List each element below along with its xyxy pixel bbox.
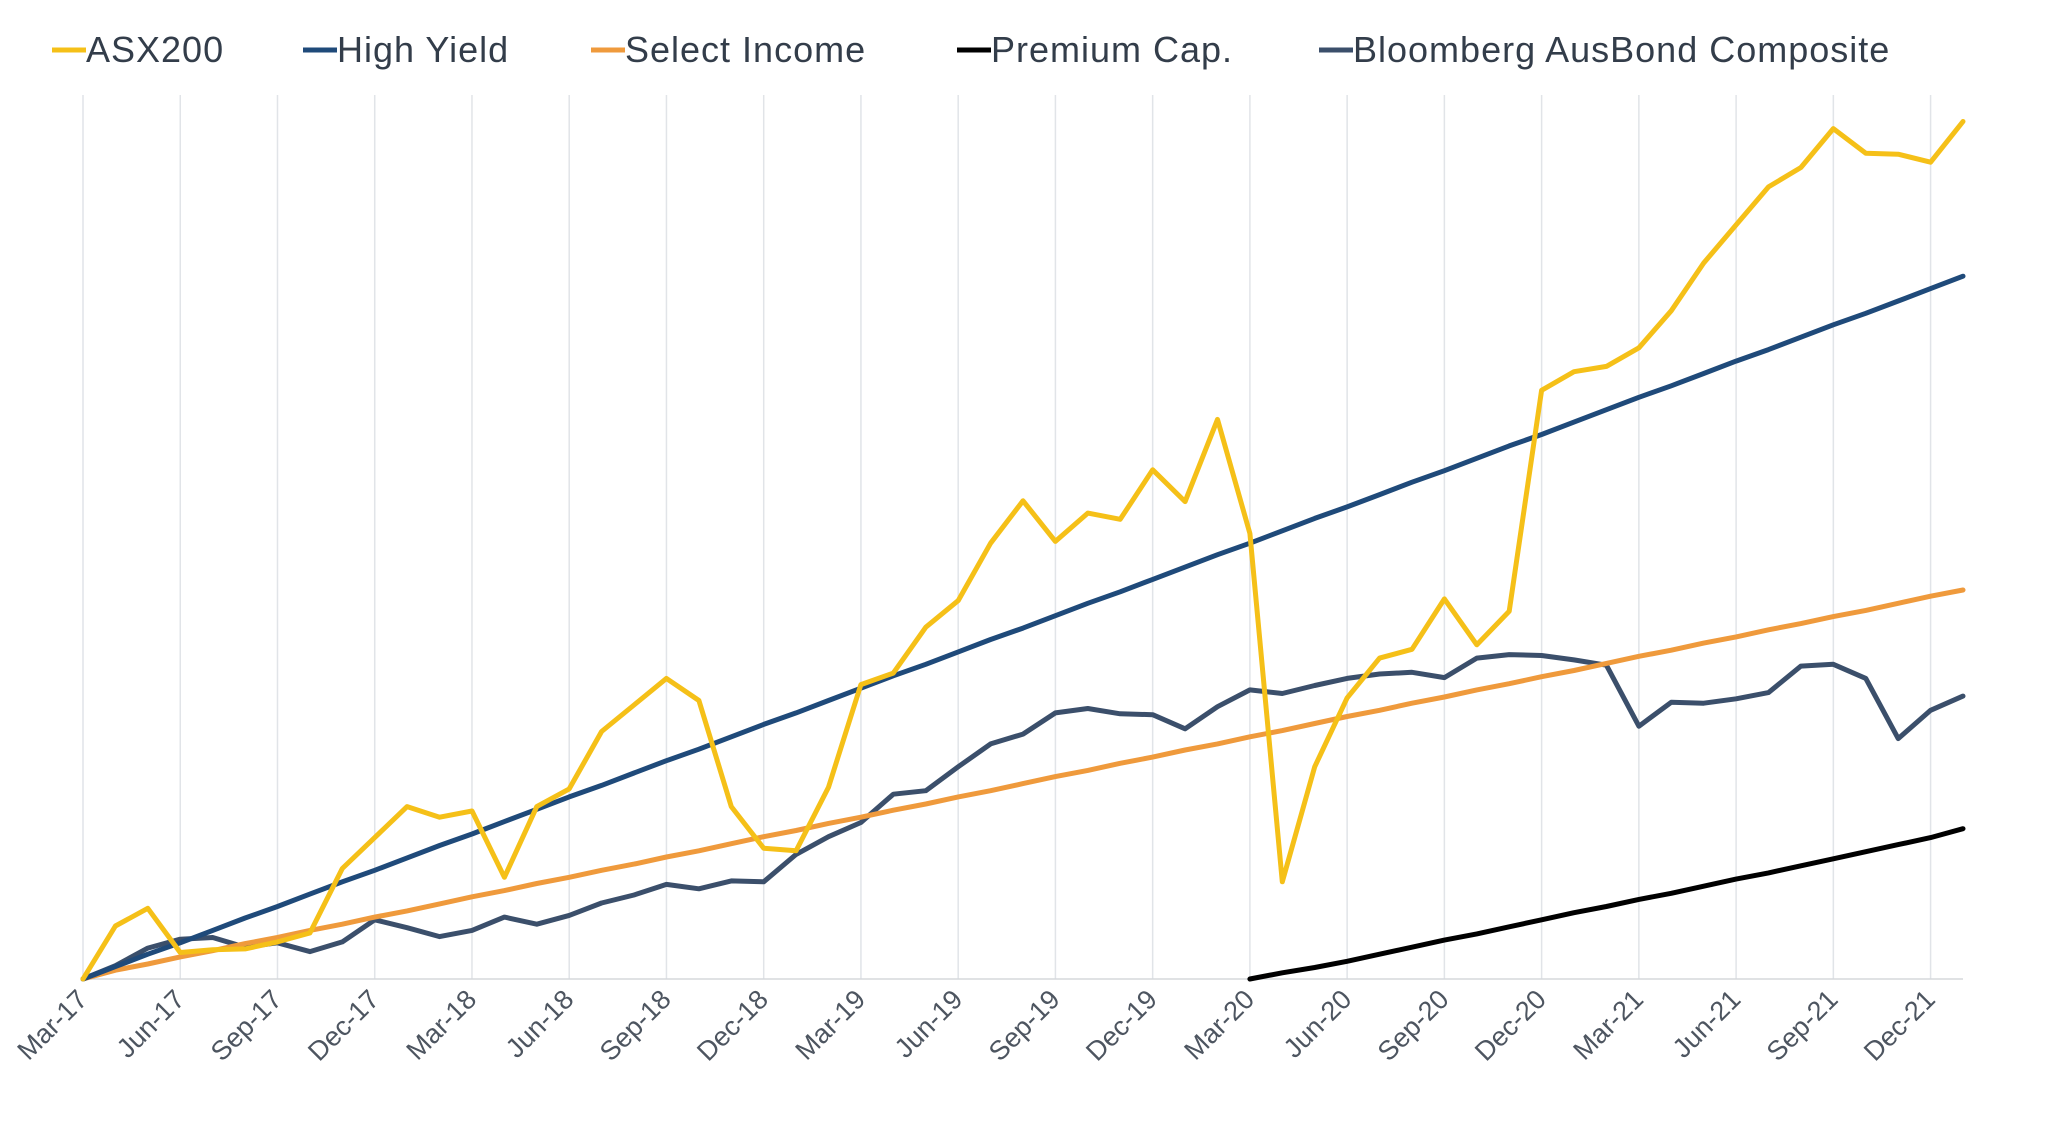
x-tick-label: Dec-20 (1469, 984, 1552, 1067)
x-tick-label: Dec-18 (691, 984, 774, 1067)
x-tick-label: Jun-17 (111, 984, 191, 1064)
x-tick-label: Jun-18 (500, 984, 580, 1064)
series-line-high-yield (80, 273, 1966, 982)
x-tick-label: Dec-21 (1858, 984, 1941, 1067)
x-tick-label: Jun-21 (1667, 984, 1747, 1064)
legend-item-select-income: Select Income (591, 29, 866, 70)
x-tick-label: Mar-17 (12, 984, 94, 1066)
legend-item-asx200: ASX200 (52, 29, 224, 70)
legend-item-premium-cap: Premium Cap. (957, 29, 1233, 70)
series-line-premium-cap (1247, 826, 1966, 982)
legend-label: High Yield (337, 29, 509, 70)
x-tick-label: Jun-19 (889, 984, 969, 1064)
legend-label: Select Income (625, 29, 866, 70)
x-tick-label: Dec-19 (1080, 984, 1163, 1067)
legend-label: ASX200 (86, 29, 224, 70)
x-tick-label: Sep-17 (205, 984, 288, 1067)
x-tick-label: Jun-20 (1278, 984, 1358, 1064)
x-tick-label: Sep-19 (983, 984, 1066, 1067)
x-tick-label: Mar-21 (1567, 984, 1649, 1066)
x-tick-label: Mar-19 (789, 984, 871, 1066)
chart-series (80, 119, 1966, 982)
series-line-select-income (80, 587, 1966, 982)
legend-label: Bloomberg AusBond Composite (1353, 29, 1890, 70)
legend-label: Premium Cap. (991, 29, 1233, 70)
x-tick-label: Mar-18 (401, 984, 483, 1066)
x-axis: Mar-17 Jun-17 Sep-17 Dec-17 Mar-18 Jun-18 Sep-… (12, 978, 1963, 1067)
series-line-bloomberg-ausbond-composite (80, 652, 1966, 982)
x-tick-label: Sep-21 (1761, 984, 1844, 1067)
x-tick-label: Dec-17 (302, 984, 385, 1067)
series-line-asx200 (80, 119, 1966, 982)
x-tick-label: Sep-18 (594, 984, 677, 1067)
chart-gridlines (82, 95, 1932, 979)
chart-legend: ASX200 High Yield Select Income Premium Cap… (52, 29, 1890, 70)
legend-item-bloomberg-ausbond-composite: Bloomberg AusBond Composite (1319, 29, 1890, 70)
x-tick-label: Sep-20 (1372, 984, 1455, 1067)
legend-item-high-yield: High Yield (303, 29, 509, 70)
x-tick-label: Mar-20 (1178, 984, 1260, 1066)
